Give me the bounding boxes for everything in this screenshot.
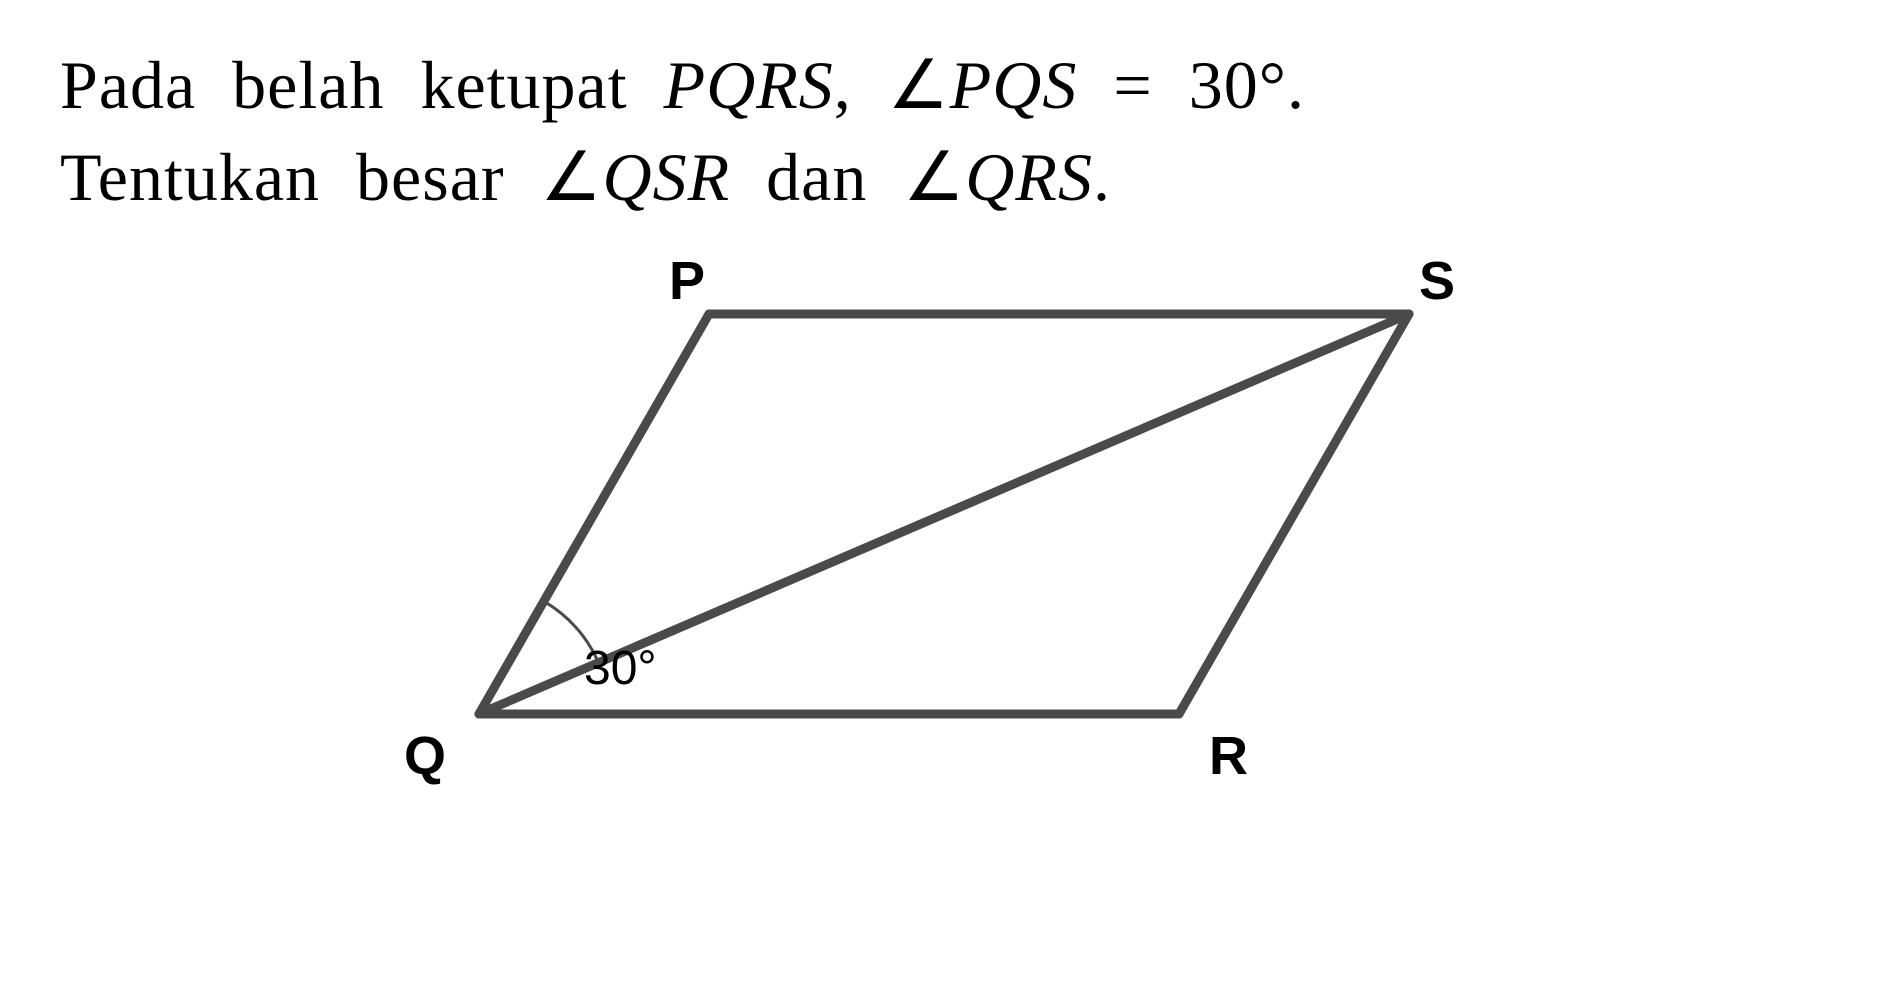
angle-qrs: QRS <box>965 139 1093 215</box>
angle-qsr: QSR <box>602 139 730 215</box>
problem-statement: Pada belah ketupat PQRS, ∠PQS = 30°. Ten… <box>60 40 1837 224</box>
angle-value-label: 30° <box>584 642 657 695</box>
text-segment: dan <box>730 139 903 215</box>
vertex-label-r: R <box>1209 726 1248 786</box>
text-segment: = 30°. <box>1077 47 1305 123</box>
angle-symbol: ∠ <box>903 139 965 215</box>
text-segment: Pada belah ketupat <box>60 47 664 123</box>
angle-pqs: PQS <box>950 47 1078 123</box>
vertex-label-q: Q <box>404 726 446 786</box>
text-segment: . <box>1093 139 1111 215</box>
angle-symbol: ∠ <box>888 47 950 123</box>
vertex-label-p: P <box>669 251 705 311</box>
angle-symbol: ∠ <box>541 139 603 215</box>
rhombus-name: PQRS <box>664 47 834 123</box>
vertex-label-s: S <box>1419 251 1455 311</box>
text-segment: , <box>834 47 888 123</box>
rhombus-diagram: P S R Q 30° <box>349 244 1549 824</box>
side-sr <box>1179 314 1409 714</box>
text-segment: Tentukan besar <box>60 139 541 215</box>
